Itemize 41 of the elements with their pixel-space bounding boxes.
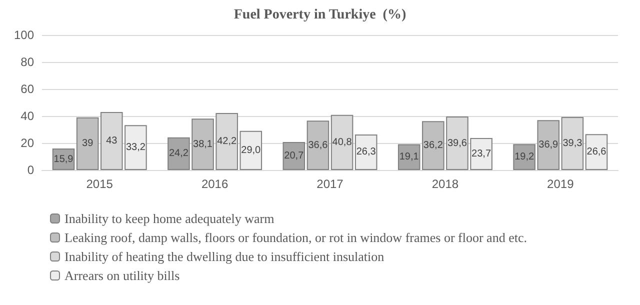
y-tick-label: 40 — [20, 109, 34, 123]
legend-label: Arrears on utility bills — [64, 268, 180, 283]
bar — [240, 130, 262, 170]
y-tick-label: 0 — [27, 163, 34, 177]
data-label: 38,1 — [193, 138, 213, 150]
data-label: 26,6 — [586, 146, 607, 158]
bar — [585, 134, 608, 170]
bar — [76, 117, 99, 170]
bar — [354, 134, 378, 170]
x-tick-label: 2017 — [316, 177, 344, 191]
data-label: 43 — [106, 135, 118, 146]
legend-label: Inability to keep home adequately warm — [64, 211, 274, 226]
data-label: 29,0 — [241, 144, 262, 156]
data-label: 39,3 — [562, 138, 583, 149]
y-tick-label: 100 — [14, 28, 34, 42]
data-label: 39 — [82, 138, 94, 150]
y-tick-label: 20 — [20, 136, 34, 150]
x-tick-label: 2015 — [86, 177, 114, 191]
data-label: 23,7 — [472, 148, 492, 160]
x-tick-label: 2016 — [201, 177, 228, 191]
data-label: 36,9 — [538, 140, 559, 151]
data-label: 19,1 — [399, 152, 420, 163]
y-tick-label: 60 — [20, 82, 34, 96]
data-label: 36,2 — [423, 140, 444, 152]
data-label: 15,9 — [54, 154, 74, 165]
x-tick-label: 2019 — [547, 177, 574, 191]
chart-title: Fuel Poverty in Turkiye (%) — [234, 8, 406, 22]
y-tick-label: 80 — [20, 55, 34, 69]
x-tick-label: 2018 — [432, 177, 459, 191]
data-label: 39,6 — [447, 138, 468, 149]
legend-label: Inability of heating the dwelling due to insufficient insulation — [64, 249, 385, 264]
data-label: 19,2 — [514, 152, 534, 163]
data-label: 42,2 — [217, 136, 237, 148]
data-label: 24,2 — [168, 148, 189, 160]
data-label: 36,6 — [308, 140, 328, 151]
data-label: 33,2 — [126, 142, 146, 154]
bar — [306, 120, 330, 170]
data-label: 26,3 — [356, 146, 376, 158]
data-label: 20,7 — [284, 150, 304, 162]
legend-label: Leaking roof, damp walls, floors or foundation, or rot in window frames or floor and etc. — [64, 230, 527, 245]
data-label: 40,8 — [332, 136, 352, 148]
